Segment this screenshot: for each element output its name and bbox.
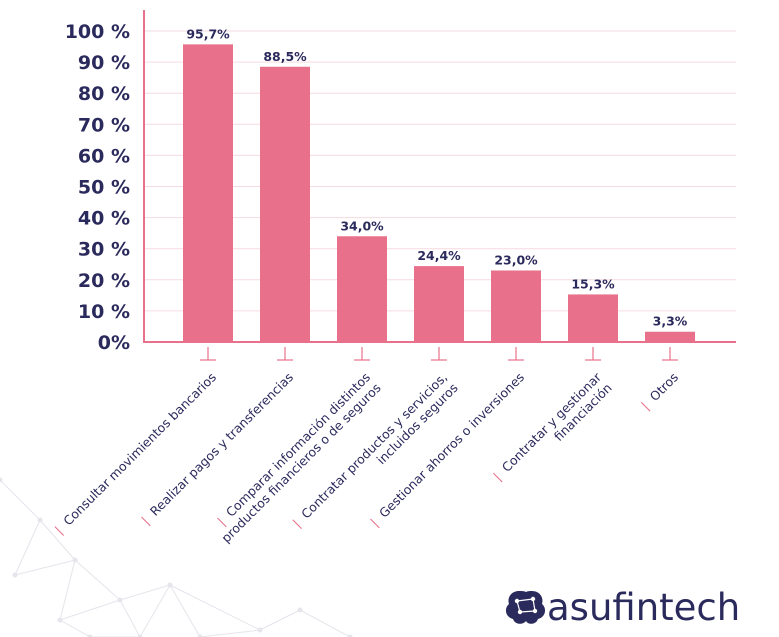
network-node bbox=[57, 617, 63, 623]
network-line bbox=[119, 599, 141, 637]
x-tick-mark bbox=[431, 347, 447, 361]
y-tick-label: 50 % bbox=[78, 177, 130, 199]
network-line bbox=[74, 559, 121, 601]
bars bbox=[183, 44, 695, 343]
network-line bbox=[169, 584, 201, 637]
network-line bbox=[59, 599, 121, 621]
value-label: 34,0% bbox=[340, 218, 384, 233]
network-line bbox=[199, 629, 261, 637]
network-node bbox=[12, 572, 18, 578]
category-label: Otros| bbox=[638, 370, 681, 413]
category-marker: | bbox=[214, 515, 228, 529]
bar bbox=[260, 66, 310, 342]
network-node bbox=[72, 557, 78, 563]
brand-name: asufintech bbox=[547, 586, 740, 629]
y-tick-label: 90 % bbox=[78, 52, 130, 74]
bar bbox=[645, 331, 695, 342]
y-tick-label: 10 % bbox=[78, 301, 130, 323]
category-marker: | bbox=[638, 399, 652, 413]
x-tick-marks bbox=[200, 347, 678, 361]
network-line bbox=[14, 519, 41, 576]
category-marker: | bbox=[490, 470, 504, 484]
bar bbox=[491, 270, 541, 342]
y-tick-label: 80 % bbox=[78, 83, 130, 105]
network-line bbox=[259, 609, 301, 631]
y-tick-label: 100 % bbox=[65, 21, 130, 43]
brain-network-icon bbox=[505, 591, 546, 624]
network-node bbox=[117, 597, 123, 603]
network-node bbox=[347, 634, 353, 637]
value-label: 95,7% bbox=[186, 26, 230, 41]
network-line bbox=[59, 619, 91, 637]
network-node bbox=[297, 607, 303, 613]
y-tick-label: 0% bbox=[98, 332, 130, 354]
network-node bbox=[197, 634, 203, 637]
network-line bbox=[39, 519, 76, 561]
category-label-line: Consultar movimientos bancarios bbox=[60, 370, 219, 529]
brand-logo: asufintech bbox=[505, 586, 740, 629]
value-label: 88,5% bbox=[263, 49, 307, 64]
network-node bbox=[137, 634, 143, 637]
network-node bbox=[0, 477, 3, 483]
category-label: Realizar pagos y transferencias| bbox=[138, 370, 296, 528]
network-line bbox=[0, 479, 41, 521]
network-line bbox=[59, 559, 76, 621]
network-line bbox=[14, 559, 76, 576]
x-tick-mark bbox=[508, 347, 524, 361]
value-label: 15,3% bbox=[571, 276, 615, 291]
category-marker: | bbox=[138, 514, 152, 528]
x-tick-mark bbox=[200, 347, 216, 361]
category-label-line: Comparar información distintos bbox=[223, 370, 373, 520]
category-labels: Consultar movimientos bancarios|Realizar… bbox=[52, 369, 682, 546]
bar bbox=[183, 44, 233, 343]
value-label: 24,4% bbox=[417, 248, 461, 263]
y-axis-ticks: 0% 10 % 20 % 30 % 40 % 50 % 60 % 70 % 80 % 90 % 10… bbox=[65, 21, 130, 354]
category-label: Consultar movimientos bancarios| bbox=[52, 370, 220, 538]
x-tick-mark bbox=[354, 347, 370, 361]
category-marker: | bbox=[289, 517, 303, 531]
x-tick-mark bbox=[277, 347, 293, 361]
network-line bbox=[299, 609, 351, 637]
network-node bbox=[167, 582, 173, 588]
value-label: 23,0% bbox=[494, 252, 538, 267]
network-node bbox=[257, 627, 263, 633]
y-tick-label: 20 % bbox=[78, 270, 130, 292]
category-label-line: Otros bbox=[647, 370, 681, 404]
bar bbox=[414, 266, 464, 342]
network-line bbox=[119, 584, 171, 601]
network-node bbox=[37, 517, 43, 523]
network-line bbox=[139, 584, 171, 637]
y-tick-label: 60 % bbox=[78, 145, 130, 167]
bar bbox=[568, 294, 618, 342]
network-decoration bbox=[0, 477, 353, 637]
network-line bbox=[169, 584, 261, 631]
network-node bbox=[87, 634, 93, 637]
y-tick-label: 40 % bbox=[78, 208, 130, 230]
value-label: 3,3% bbox=[653, 314, 688, 329]
value-labels: 95,7% 88,5% 34,0% 24,4% 23,0% 15,3% 3,3% bbox=[186, 26, 687, 328]
x-tick-mark bbox=[662, 347, 678, 361]
y-tick-label: 70 % bbox=[78, 114, 130, 136]
y-tick-label: 30 % bbox=[78, 239, 130, 261]
x-tick-mark bbox=[585, 347, 601, 361]
category-marker: | bbox=[367, 516, 381, 530]
bar bbox=[337, 236, 387, 342]
